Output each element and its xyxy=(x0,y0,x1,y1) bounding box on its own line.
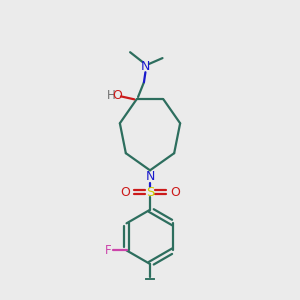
Text: O: O xyxy=(120,186,130,199)
Text: N: N xyxy=(145,170,155,183)
Text: N: N xyxy=(141,60,150,74)
Text: H: H xyxy=(106,89,115,102)
Text: F: F xyxy=(104,244,111,257)
Text: S: S xyxy=(146,186,154,199)
Text: O: O xyxy=(112,89,122,102)
Text: O: O xyxy=(170,186,180,199)
